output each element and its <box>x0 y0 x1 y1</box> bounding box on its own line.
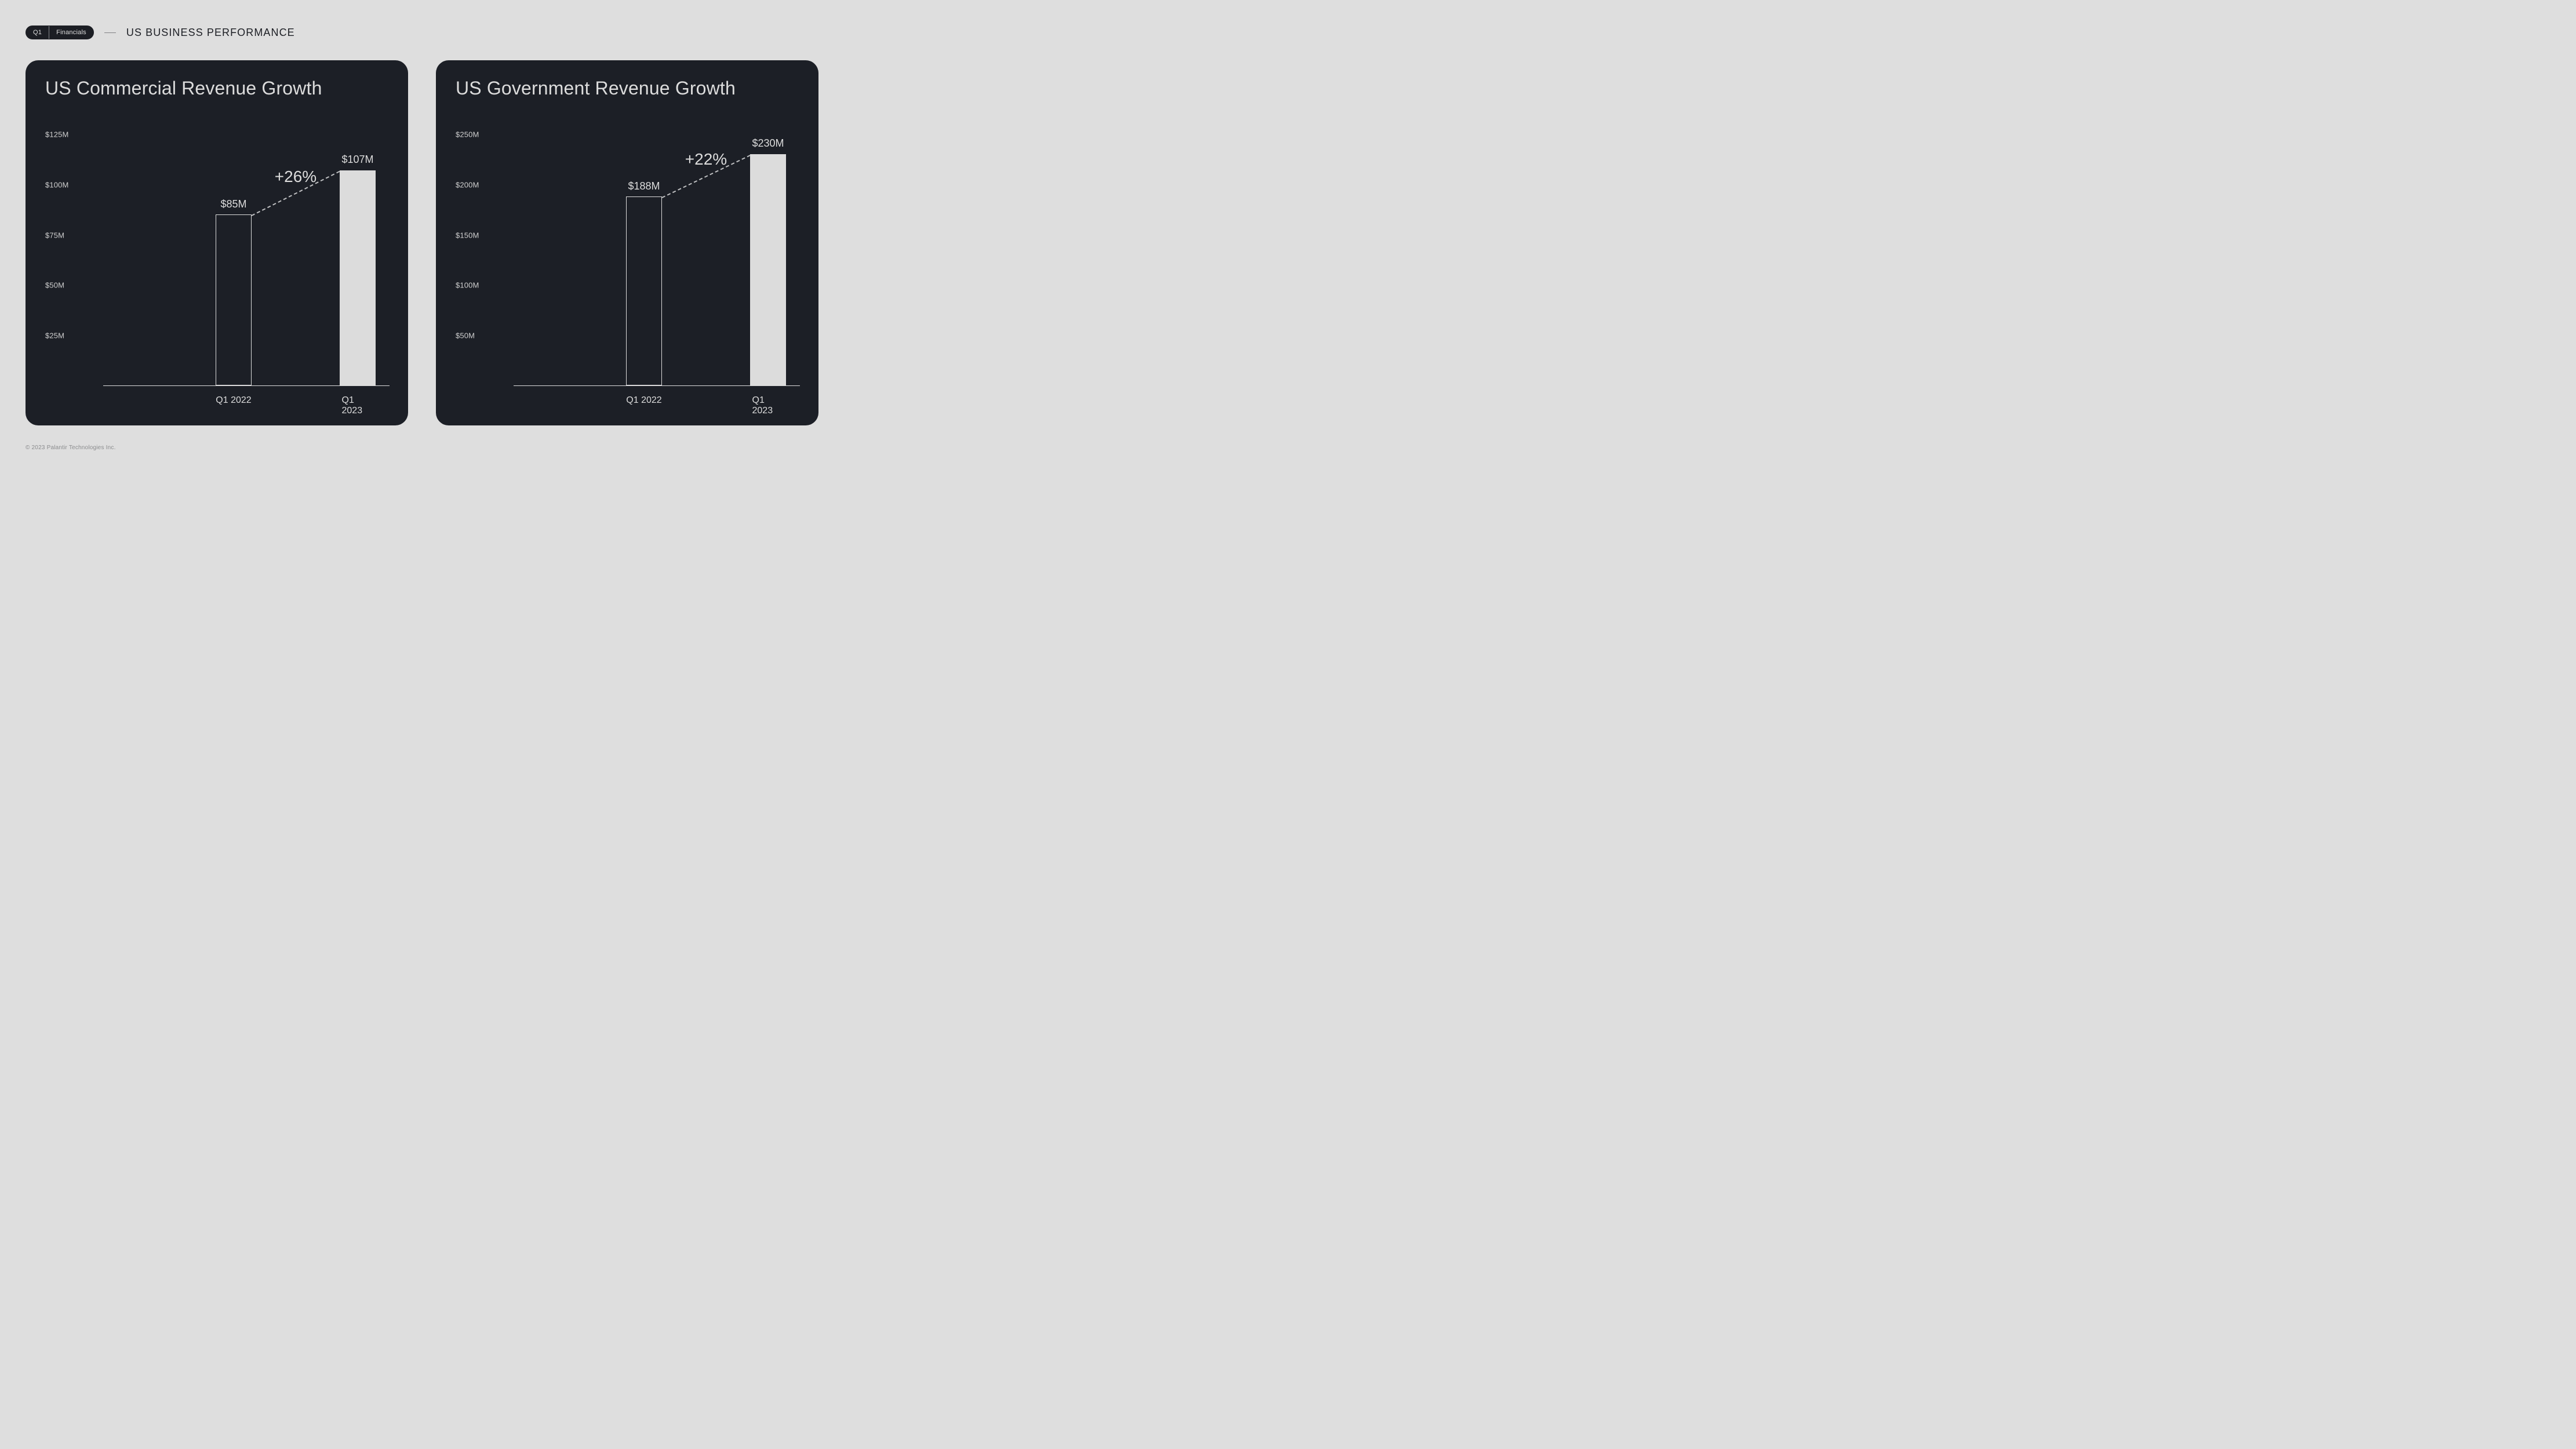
plot-area: $85M $107M +26% <box>103 134 390 386</box>
slide: Q1 Financials US BUSINESS PERFORMANCE US… <box>0 0 844 473</box>
chart-commercial: $25M$50M$75M$100M$125M $85M$107M+26% <box>45 134 390 386</box>
pill-period: Q1 <box>26 26 49 39</box>
x-tick-label: Q1 2022 <box>216 395 251 406</box>
y-tick-label: $100M <box>45 180 68 189</box>
growth-label: +22% <box>685 150 727 169</box>
bar-value-label: $85M <box>220 198 246 210</box>
y-tick-label: $50M <box>456 332 475 340</box>
x-tick-label: Q1 2023 <box>752 395 784 416</box>
y-axis-labels: $25M$50M$75M$100M$125M <box>45 134 97 386</box>
y-tick-label: $125M <box>45 130 68 139</box>
y-tick-label: $50M <box>45 281 64 290</box>
plot-area: $188M $230M +22% <box>514 134 800 386</box>
y-tick-label: $75M <box>45 231 64 239</box>
footer-copyright: © 2023 Palantir Technologies Inc. <box>26 445 116 451</box>
panel-government: US Government Revenue Growth $50M $100M $1… <box>436 60 818 425</box>
bar-q1-2022: $188M <box>626 196 662 385</box>
pill-section: Financials <box>49 26 93 39</box>
x-axis-labels: Q1 2022Q1 2023 <box>45 395 390 409</box>
bar-q1-2022: $85M <box>216 214 252 385</box>
x-axis-line <box>514 385 800 386</box>
y-tick-label: $25M <box>45 332 64 340</box>
page-title: US BUSINESS PERFORMANCE <box>126 27 295 39</box>
y-tick-label: $100M <box>456 281 479 290</box>
slide-header: Q1 Financials US BUSINESS PERFORMANCE <box>26 26 295 39</box>
x-tick-label: Q1 2023 <box>342 395 374 416</box>
y-axis-labels: $50M$100M$150M$200M$250M <box>456 134 508 386</box>
panel-title: US Commercial Revenue Growth <box>45 78 390 99</box>
bar-q1-2023: $107M <box>340 170 376 386</box>
y-tick-label: $250M <box>456 130 479 139</box>
header-dash-icon <box>104 32 116 33</box>
bar-value-label: $188M <box>628 180 660 192</box>
growth-label: +26% <box>275 168 316 186</box>
y-tick-label: $150M <box>456 231 479 239</box>
chart-government: $50M$100M$150M$200M$250M $188M$230M+22% <box>456 134 800 386</box>
x-tick-label: Q1 2022 <box>626 395 661 406</box>
bar-value-label: $107M <box>341 154 373 166</box>
y-tick-label: $200M <box>456 180 479 189</box>
panel-title: US Government Revenue Growth <box>456 78 800 99</box>
panel-commercial: US Commercial Revenue Growth $25M $50M $75… <box>26 60 408 425</box>
x-axis-labels: Q1 2022Q1 2023 <box>456 395 800 409</box>
x-axis-line <box>103 385 390 386</box>
bar-q1-2023: $230M <box>750 154 786 385</box>
bar-value-label: $230M <box>752 137 784 150</box>
header-pill: Q1 Financials <box>26 26 94 39</box>
panels-row: US Commercial Revenue Growth $25M $50M $75… <box>26 60 818 425</box>
